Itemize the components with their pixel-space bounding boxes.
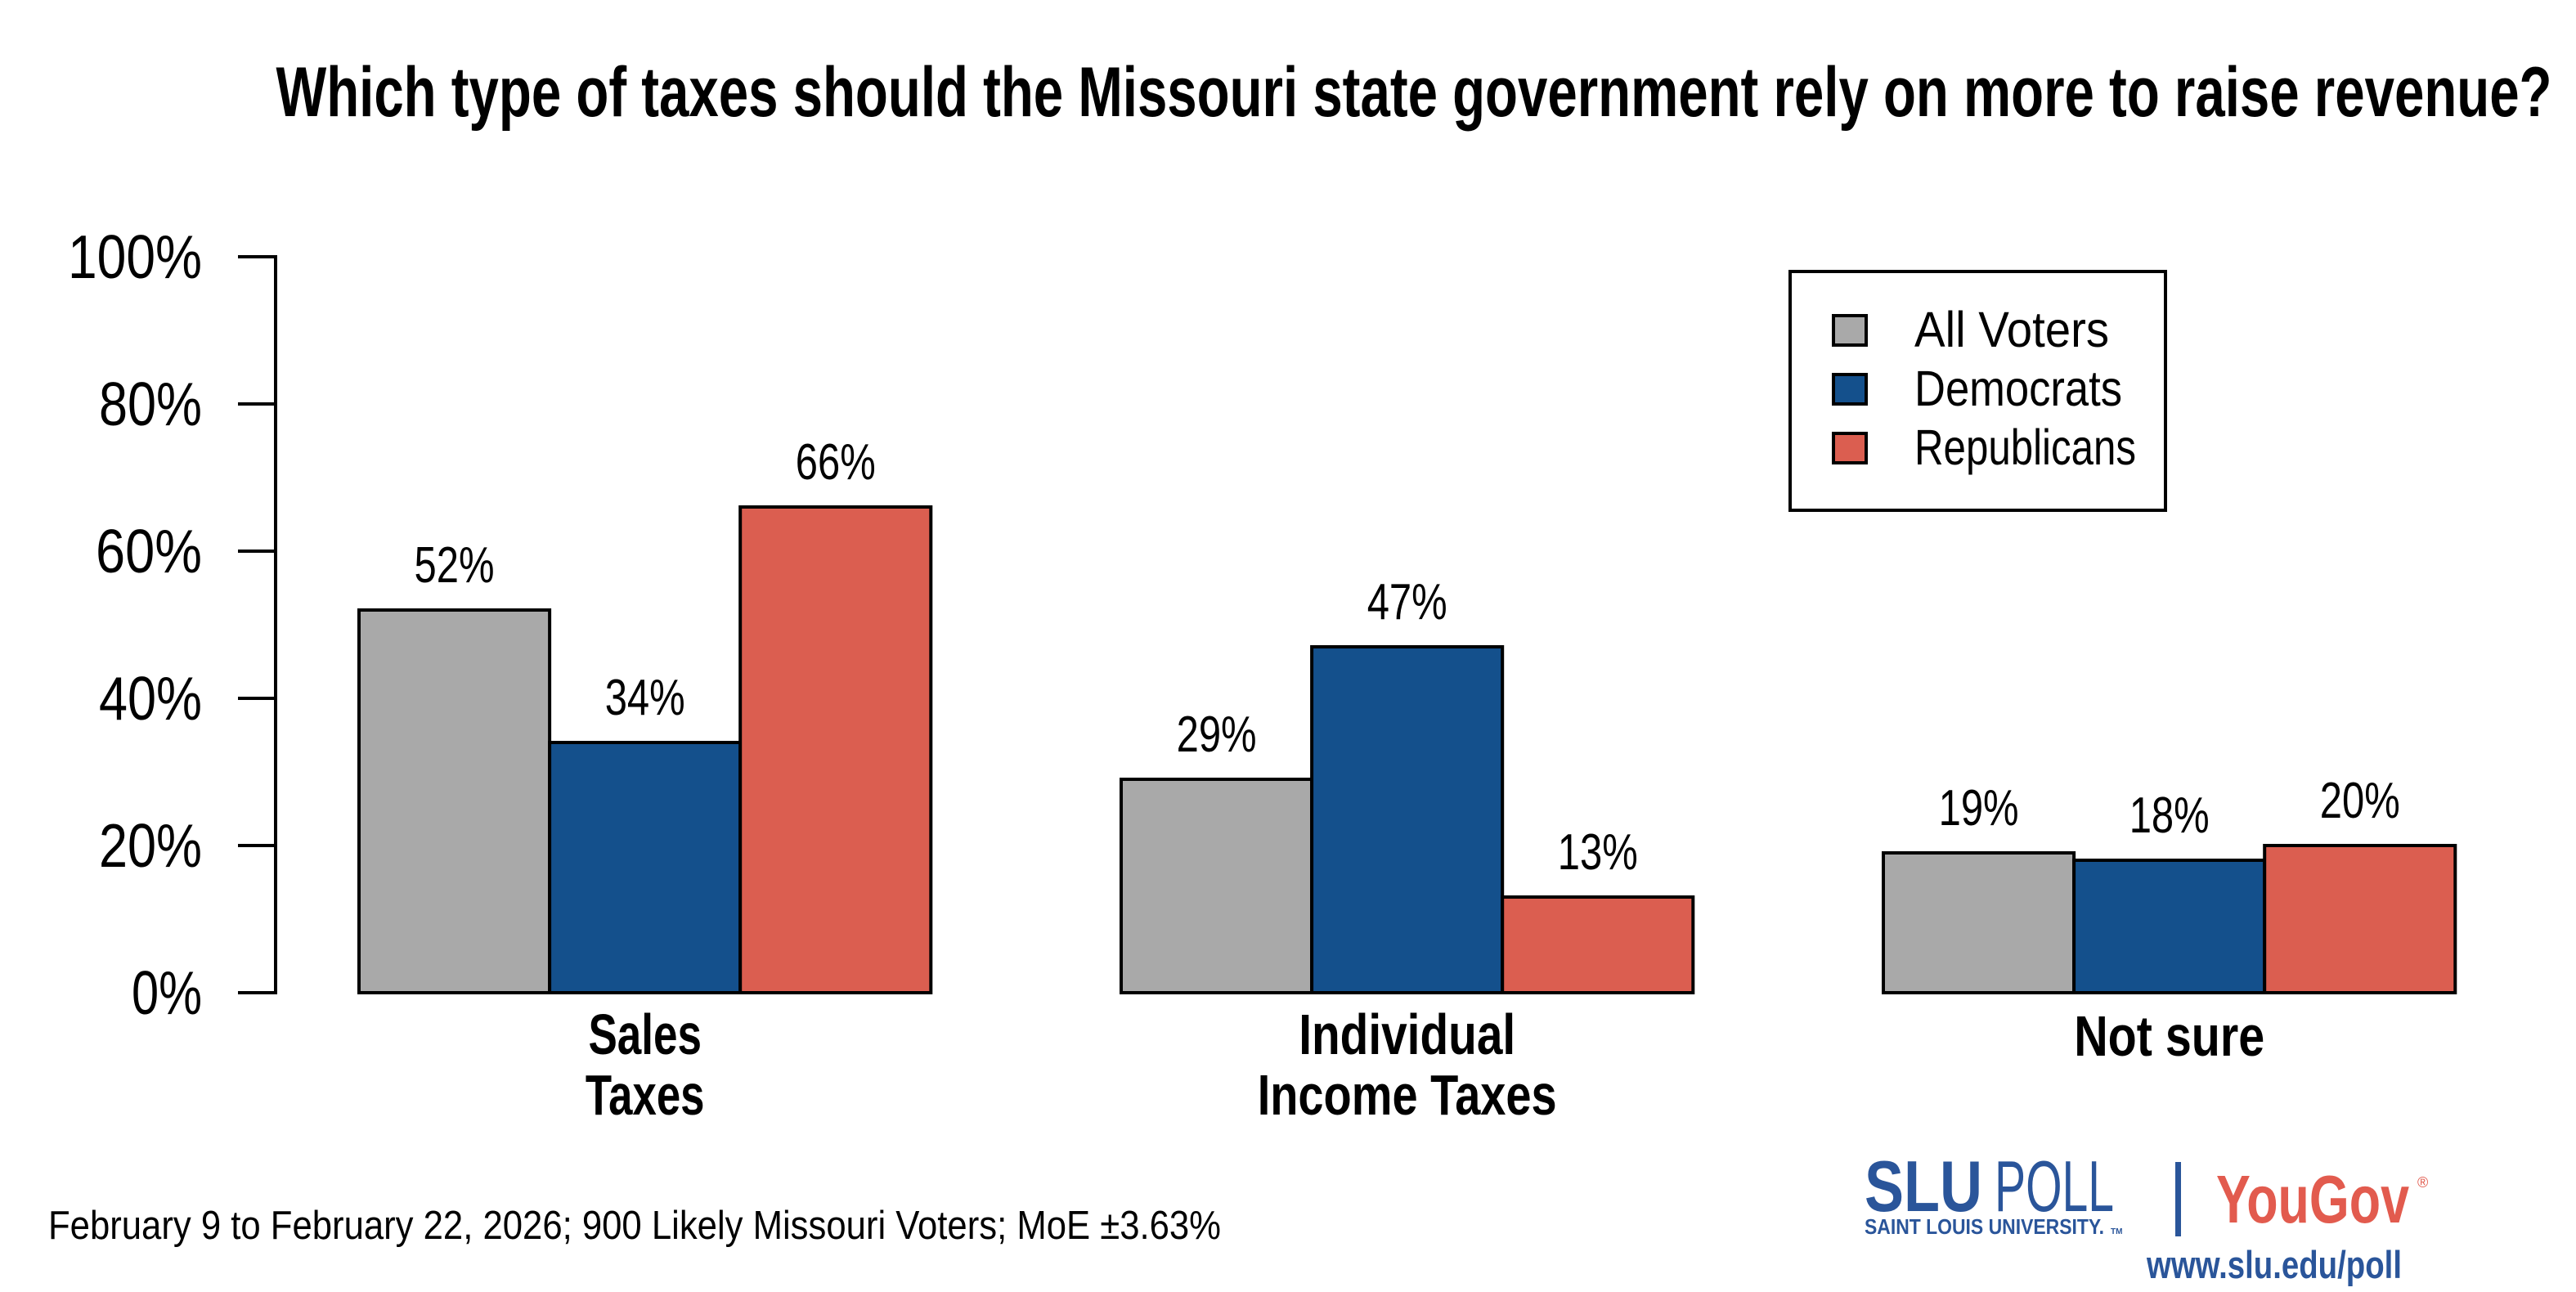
svg-text:0%: 0% xyxy=(132,958,202,1027)
svg-text:YouGov: YouGov xyxy=(2216,1161,2409,1237)
svg-text:February 9 to February 22, 202: February 9 to February 22, 2026; 900 Lik… xyxy=(48,1204,1221,1248)
svg-text:Democrats: Democrats xyxy=(1914,361,2122,416)
svg-text:POLL: POLL xyxy=(1995,1146,2114,1227)
svg-text:SAINT LOUIS UNIVERSITY.: SAINT LOUIS UNIVERSITY. xyxy=(1865,1214,2104,1239)
svg-text:®: ® xyxy=(2417,1174,2428,1191)
svg-text:40%: 40% xyxy=(99,664,202,733)
svg-text:52%: 52% xyxy=(415,537,495,594)
svg-text:13%: 13% xyxy=(1558,824,1638,881)
svg-text:100%: 100% xyxy=(68,222,202,291)
svg-text:Sales: Sales xyxy=(588,1003,702,1066)
svg-text:All Voters: All Voters xyxy=(1914,302,2109,357)
svg-text:60%: 60% xyxy=(96,517,202,585)
svg-text:Individual: Individual xyxy=(1299,1003,1515,1066)
svg-text:34%: 34% xyxy=(605,670,685,726)
svg-text:18%: 18% xyxy=(2129,787,2210,844)
svg-text:Republicans: Republicans xyxy=(1914,419,2136,475)
svg-text:19%: 19% xyxy=(1939,780,2019,837)
svg-text:www.slu.edu/poll: www.slu.edu/poll xyxy=(2146,1243,2402,1286)
svg-text:SLU: SLU xyxy=(1865,1146,1982,1227)
svg-text:80%: 80% xyxy=(99,370,202,438)
svg-text:Taxes: Taxes xyxy=(586,1063,705,1127)
svg-text:Which type of taxes should the: Which type of taxes should the Missouri … xyxy=(276,53,2552,132)
svg-text:TM: TM xyxy=(2111,1227,2122,1236)
svg-text:29%: 29% xyxy=(1177,707,1257,763)
svg-text:66%: 66% xyxy=(796,434,876,491)
svg-text:20%: 20% xyxy=(99,811,202,880)
svg-text:47%: 47% xyxy=(1367,574,1447,630)
svg-text:20%: 20% xyxy=(2320,773,2400,829)
svg-text:Income Taxes: Income Taxes xyxy=(1258,1063,1557,1127)
svg-text:Not sure: Not sure xyxy=(2074,1004,2264,1068)
